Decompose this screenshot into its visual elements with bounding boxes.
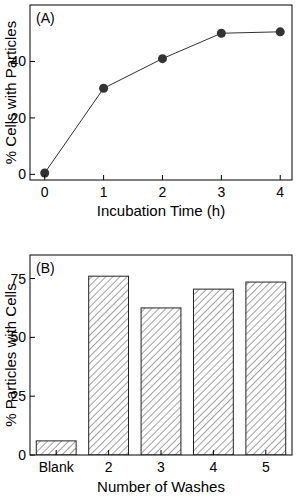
y-tick [30, 396, 35, 397]
x-tick [56, 450, 57, 455]
marks [40, 27, 285, 177]
y-tick-label: 0 [18, 447, 26, 463]
x-axis-label: Incubation Time (h) [97, 202, 225, 219]
y-tick [30, 174, 35, 175]
y-tick-label: 0 [18, 166, 26, 182]
x-tick [108, 450, 109, 455]
y-tick [30, 337, 35, 338]
x-tick-label: Blank [39, 459, 75, 475]
x-axis-label: Number of Washes [97, 478, 225, 495]
x-tick-label: 2 [105, 459, 113, 475]
x-tick-label: 4 [210, 459, 218, 475]
y-axis-label: % Particles with Cells [2, 283, 19, 426]
x-tick [162, 175, 163, 180]
x-tick [280, 175, 281, 180]
x-tick [44, 175, 45, 180]
x-tick [161, 450, 162, 455]
point [158, 54, 167, 63]
line [45, 32, 281, 173]
x-tick-label: 3 [217, 184, 225, 200]
x-tick-label: 0 [41, 184, 49, 200]
x-tick-label: 5 [262, 459, 270, 475]
marks [36, 276, 285, 455]
x-tick-label: 4 [276, 184, 284, 200]
y-axis-label: % Cells with Particles [2, 21, 19, 164]
x-tick [221, 175, 222, 180]
panel-label: (A) [36, 10, 55, 26]
bar [89, 276, 129, 455]
frame [30, 255, 292, 455]
point [99, 84, 108, 93]
y-tick [30, 278, 35, 279]
frame [30, 5, 292, 180]
point [276, 27, 285, 36]
x-tick [213, 450, 214, 455]
bar [246, 282, 286, 455]
y-tick [30, 117, 35, 118]
figure: 0204001234(A)Incubation Time (h)% Cells … [0, 0, 296, 500]
panel-label: (B) [36, 260, 55, 276]
bar [193, 289, 233, 455]
bar [141, 308, 181, 455]
x-tick [103, 175, 104, 180]
x-tick [265, 450, 266, 455]
point [217, 29, 226, 38]
x-tick-label: 1 [100, 184, 108, 200]
y-tick [30, 61, 35, 62]
x-tick-label: 2 [159, 184, 167, 200]
x-tick-label: 3 [157, 459, 165, 475]
bar [36, 441, 76, 455]
